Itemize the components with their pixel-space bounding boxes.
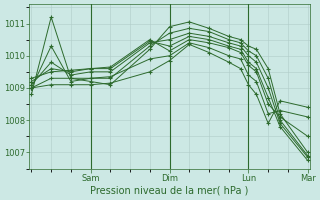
X-axis label: Pression niveau de la mer( hPa ): Pression niveau de la mer( hPa ) bbox=[90, 186, 249, 196]
